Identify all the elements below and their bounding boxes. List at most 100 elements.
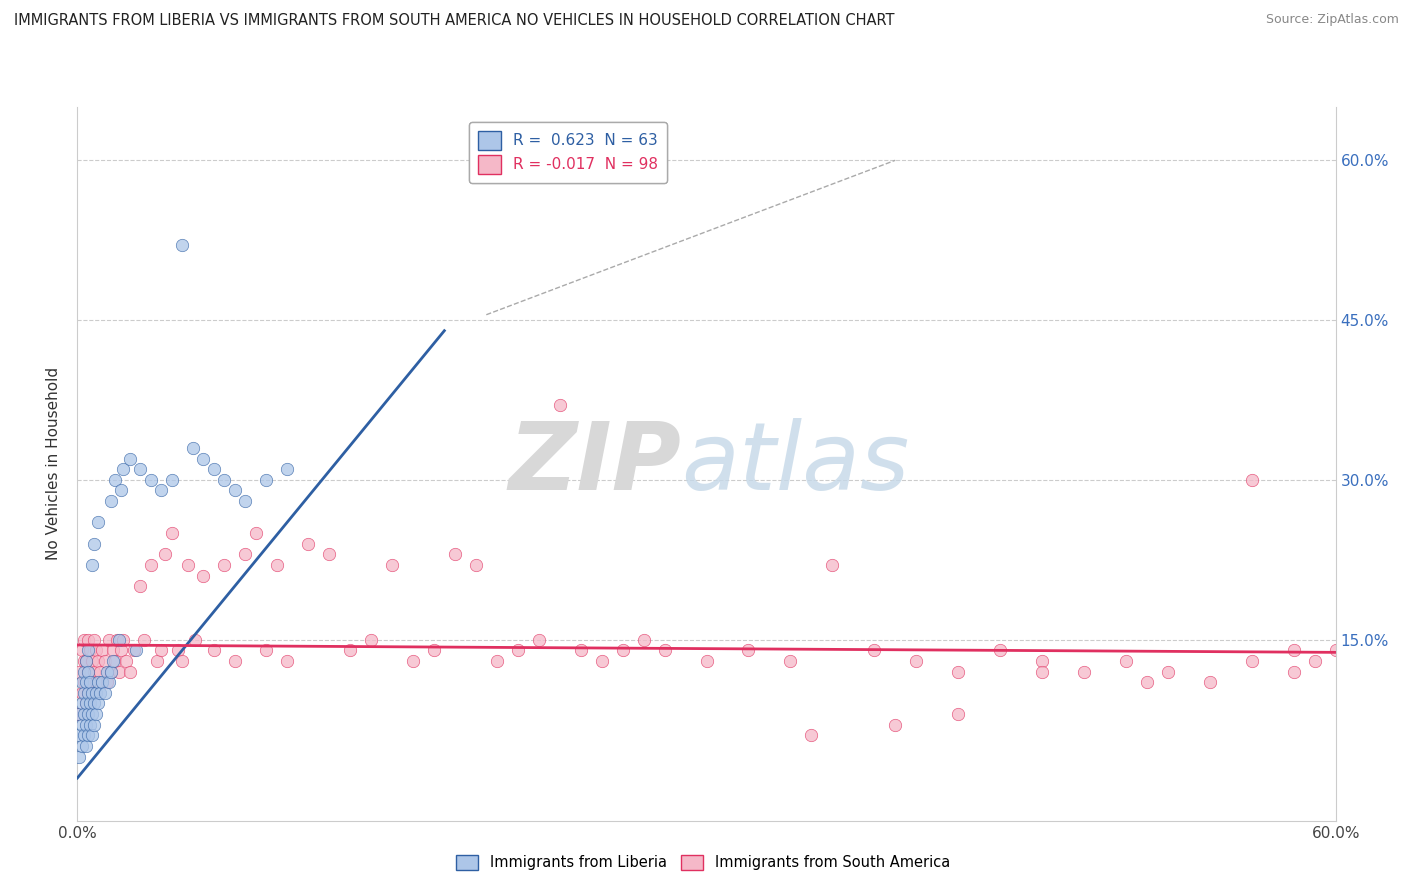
Point bbox=[93, 654, 115, 668]
Text: Source: ZipAtlas.com: Source: ZipAtlas.com bbox=[1265, 13, 1399, 27]
Point bbox=[1240, 473, 1263, 487]
Point bbox=[100, 494, 122, 508]
Point bbox=[139, 558, 162, 572]
Point bbox=[112, 462, 135, 476]
Point bbox=[1031, 654, 1053, 668]
Point bbox=[129, 579, 152, 593]
Point bbox=[110, 483, 132, 498]
Point bbox=[1115, 654, 1137, 668]
Point bbox=[76, 707, 98, 722]
Point bbox=[1282, 665, 1305, 679]
Legend: Immigrants from Liberia, Immigrants from South America: Immigrants from Liberia, Immigrants from… bbox=[450, 848, 956, 876]
Point bbox=[84, 707, 107, 722]
Point bbox=[91, 643, 114, 657]
Point bbox=[155, 547, 177, 561]
Point bbox=[70, 643, 93, 657]
Point bbox=[80, 686, 103, 700]
Point bbox=[72, 654, 94, 668]
Point bbox=[84, 686, 107, 700]
Point bbox=[202, 462, 225, 476]
Point bbox=[100, 665, 122, 679]
Text: ZIP: ZIP bbox=[509, 417, 682, 510]
Point bbox=[167, 643, 190, 657]
Point bbox=[150, 483, 173, 498]
Point bbox=[202, 643, 225, 657]
Point bbox=[118, 451, 141, 466]
Point bbox=[381, 558, 404, 572]
Point bbox=[146, 654, 169, 668]
Point bbox=[75, 675, 97, 690]
Point bbox=[1199, 675, 1222, 690]
Point bbox=[76, 665, 98, 679]
Point bbox=[423, 643, 446, 657]
Point bbox=[548, 398, 571, 412]
Point bbox=[93, 686, 115, 700]
Point bbox=[89, 665, 111, 679]
Point bbox=[464, 558, 486, 572]
Point bbox=[172, 654, 194, 668]
Point bbox=[97, 675, 120, 690]
Point bbox=[72, 665, 94, 679]
Point bbox=[212, 558, 235, 572]
Point bbox=[125, 643, 148, 657]
Point bbox=[339, 643, 361, 657]
Point bbox=[96, 675, 118, 690]
Point bbox=[297, 537, 319, 551]
Point bbox=[101, 654, 124, 668]
Point bbox=[177, 558, 200, 572]
Text: atlas: atlas bbox=[682, 418, 910, 509]
Point bbox=[254, 473, 277, 487]
Point bbox=[75, 654, 97, 668]
Point bbox=[184, 632, 207, 647]
Point bbox=[181, 441, 204, 455]
Point bbox=[84, 643, 107, 657]
Point bbox=[83, 537, 105, 551]
Point bbox=[224, 483, 246, 498]
Point bbox=[76, 665, 98, 679]
Point bbox=[79, 675, 101, 690]
Point bbox=[233, 547, 256, 561]
Point bbox=[75, 654, 97, 668]
Point bbox=[318, 547, 340, 561]
Point bbox=[402, 654, 425, 668]
Point bbox=[612, 643, 634, 657]
Point bbox=[118, 665, 141, 679]
Point bbox=[79, 643, 101, 657]
Point bbox=[75, 697, 97, 711]
Point bbox=[91, 675, 114, 690]
Point bbox=[83, 632, 105, 647]
Point bbox=[80, 686, 103, 700]
Point bbox=[863, 643, 886, 657]
Point bbox=[80, 707, 103, 722]
Point bbox=[191, 451, 215, 466]
Point bbox=[233, 494, 256, 508]
Point bbox=[79, 697, 101, 711]
Point bbox=[527, 632, 550, 647]
Point bbox=[276, 462, 298, 476]
Point bbox=[72, 686, 94, 700]
Point bbox=[87, 654, 110, 668]
Point bbox=[89, 686, 111, 700]
Point bbox=[1157, 665, 1180, 679]
Point bbox=[905, 654, 928, 668]
Point bbox=[1240, 654, 1263, 668]
Point bbox=[79, 675, 101, 690]
Point bbox=[83, 665, 105, 679]
Point bbox=[821, 558, 844, 572]
Point bbox=[654, 643, 676, 657]
Point bbox=[129, 462, 152, 476]
Point bbox=[75, 718, 97, 732]
Point bbox=[569, 643, 592, 657]
Point bbox=[105, 632, 128, 647]
Point bbox=[70, 675, 93, 690]
Point bbox=[67, 749, 90, 764]
Point bbox=[485, 654, 508, 668]
Point bbox=[134, 632, 156, 647]
Point bbox=[72, 675, 94, 690]
Point bbox=[988, 643, 1011, 657]
Point bbox=[67, 707, 90, 722]
Point bbox=[101, 643, 124, 657]
Point bbox=[1303, 654, 1326, 668]
Point bbox=[76, 632, 98, 647]
Point bbox=[67, 728, 90, 742]
